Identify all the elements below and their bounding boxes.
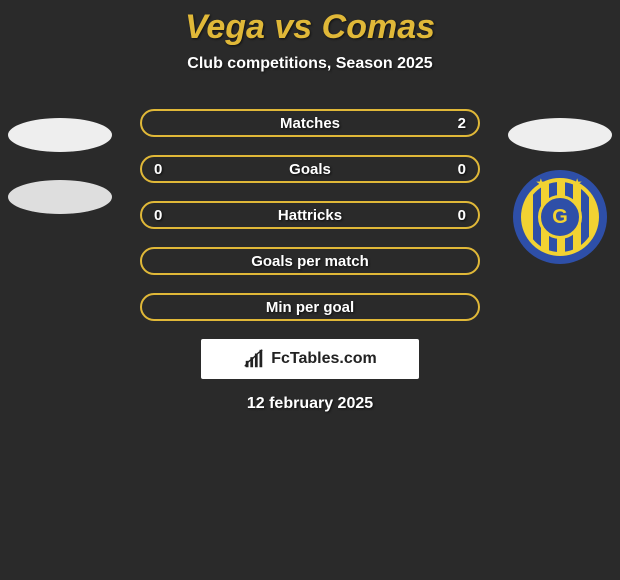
page-subtitle: Club competitions, Season 2025 [0, 55, 620, 73]
brand-text: FcTables.com [271, 350, 377, 368]
stat-right-value: 0 [458, 207, 466, 224]
stat-row: Min per goal [140, 293, 480, 321]
stat-label: Hattricks [278, 207, 342, 224]
bar-chart-icon [243, 348, 265, 370]
stat-row: Goals per match [140, 247, 480, 275]
stat-row: 0 Goals 0 [140, 155, 480, 183]
footer-date: 12 february 2025 [0, 395, 620, 413]
stat-right-value: 2 [458, 115, 466, 132]
right-player-column: ★ ★ ★ G [508, 118, 612, 264]
stat-label: Matches [280, 115, 340, 132]
stat-label: Min per goal [266, 299, 354, 316]
stat-row: 0 Hattricks 0 [140, 201, 480, 229]
badge-stripes: G [513, 170, 607, 264]
stat-row: Matches 2 [140, 109, 480, 137]
left-player-column [8, 118, 112, 214]
player-avatar-placeholder [508, 118, 612, 152]
badge-initial: G [538, 195, 582, 239]
stat-left-value: 0 [154, 207, 162, 224]
brand-badge: FcTables.com [201, 339, 419, 379]
stat-right-value: 0 [458, 161, 466, 178]
player-avatar-placeholder [8, 118, 112, 152]
stat-label: Goals per match [251, 253, 369, 270]
page-title: Vega vs Comas [0, 0, 620, 47]
club-badge: ★ ★ ★ G [513, 170, 607, 264]
stat-label: Goals [289, 161, 331, 178]
club-badge-placeholder [8, 180, 112, 214]
stat-left-value: 0 [154, 161, 162, 178]
